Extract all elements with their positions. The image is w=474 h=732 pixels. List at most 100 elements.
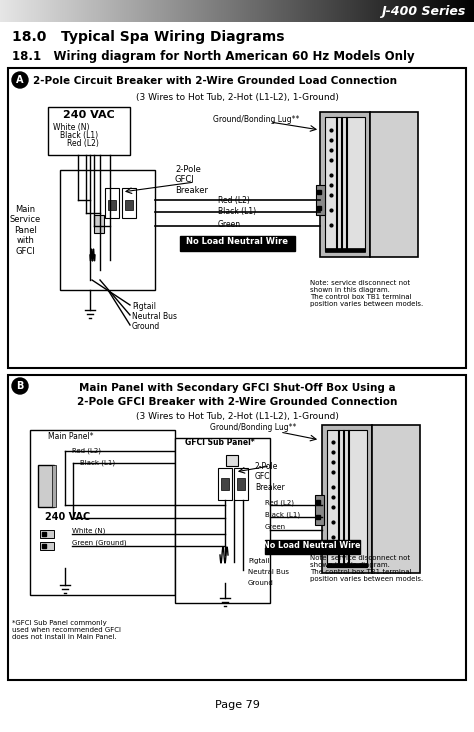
- Bar: [397, 0, 398, 22]
- Bar: [360, 0, 361, 22]
- Bar: [40, 0, 41, 22]
- Bar: [85, 0, 86, 22]
- Bar: [305, 0, 306, 22]
- Bar: [410, 0, 411, 22]
- Bar: [395, 0, 396, 22]
- Bar: [295, 0, 296, 22]
- Bar: [302, 0, 303, 22]
- Bar: [55, 0, 56, 22]
- Bar: [152, 0, 153, 22]
- Bar: [379, 0, 380, 22]
- Bar: [318, 0, 319, 22]
- Bar: [375, 0, 376, 22]
- Bar: [120, 0, 121, 22]
- Bar: [356, 0, 357, 22]
- Bar: [71, 0, 72, 22]
- Bar: [244, 0, 245, 22]
- Bar: [367, 0, 368, 22]
- Bar: [193, 0, 194, 22]
- Bar: [62, 0, 63, 22]
- Bar: [206, 0, 207, 22]
- Bar: [140, 0, 141, 22]
- Bar: [447, 0, 448, 22]
- Text: Black (L1): Black (L1): [265, 512, 300, 518]
- Bar: [376, 0, 377, 22]
- Bar: [258, 0, 259, 22]
- Bar: [155, 0, 156, 22]
- Bar: [301, 0, 302, 22]
- Bar: [52, 0, 53, 22]
- Bar: [231, 0, 232, 22]
- Bar: [180, 0, 181, 22]
- Bar: [165, 0, 166, 22]
- Bar: [471, 0, 472, 22]
- Bar: [263, 0, 264, 22]
- Bar: [279, 0, 280, 22]
- Bar: [184, 0, 185, 22]
- Bar: [246, 0, 247, 22]
- Bar: [325, 248, 365, 252]
- Bar: [121, 0, 122, 22]
- Bar: [101, 0, 102, 22]
- Bar: [306, 0, 307, 22]
- Bar: [24, 0, 25, 22]
- Text: Note: service disconnect not
shown in this diagram.
The control box TB1 terminal: Note: service disconnect not shown in th…: [310, 555, 423, 582]
- Bar: [48, 107, 130, 155]
- Bar: [8, 0, 9, 22]
- Bar: [63, 0, 64, 22]
- Bar: [250, 0, 251, 22]
- Bar: [403, 0, 404, 22]
- Bar: [300, 0, 301, 22]
- Bar: [38, 465, 54, 507]
- Bar: [430, 0, 431, 22]
- Bar: [197, 0, 198, 22]
- Bar: [16, 0, 17, 22]
- Bar: [112, 0, 113, 22]
- Circle shape: [12, 72, 28, 88]
- Bar: [179, 0, 180, 22]
- Bar: [297, 0, 298, 22]
- Bar: [125, 0, 126, 22]
- Bar: [100, 0, 101, 22]
- Text: Green: Green: [218, 220, 241, 229]
- Bar: [443, 0, 444, 22]
- Bar: [446, 0, 447, 22]
- Bar: [134, 0, 135, 22]
- Bar: [157, 0, 158, 22]
- Bar: [252, 0, 253, 22]
- Bar: [236, 0, 237, 22]
- Text: (3 Wires to Hot Tub, 2-Hot (L1-L2), 1-Ground): (3 Wires to Hot Tub, 2-Hot (L1-L2), 1-Gr…: [136, 412, 338, 421]
- Bar: [137, 0, 138, 22]
- Bar: [361, 0, 362, 22]
- Bar: [115, 0, 116, 22]
- Bar: [81, 0, 82, 22]
- Bar: [108, 0, 109, 22]
- Bar: [166, 0, 167, 22]
- Bar: [73, 0, 74, 22]
- Bar: [21, 0, 22, 22]
- Bar: [242, 0, 243, 22]
- Bar: [161, 0, 162, 22]
- Bar: [3, 0, 4, 22]
- Bar: [337, 0, 338, 22]
- Bar: [333, 0, 334, 22]
- Text: Neutral Bus: Neutral Bus: [132, 312, 177, 321]
- Bar: [33, 0, 34, 22]
- Bar: [420, 0, 421, 22]
- Bar: [278, 0, 279, 22]
- Bar: [238, 0, 239, 22]
- Bar: [48, 0, 49, 22]
- Bar: [415, 0, 416, 22]
- Bar: [408, 0, 409, 22]
- Bar: [241, 0, 242, 22]
- Bar: [17, 0, 18, 22]
- Bar: [198, 0, 199, 22]
- Bar: [316, 0, 317, 22]
- Bar: [9, 0, 10, 22]
- Bar: [404, 0, 405, 22]
- Bar: [416, 0, 417, 22]
- Bar: [435, 0, 436, 22]
- Text: Main Panel with Secondary GFCI Shut-Off Box Using a: Main Panel with Secondary GFCI Shut-Off …: [79, 383, 395, 393]
- Bar: [96, 0, 97, 22]
- Bar: [286, 0, 287, 22]
